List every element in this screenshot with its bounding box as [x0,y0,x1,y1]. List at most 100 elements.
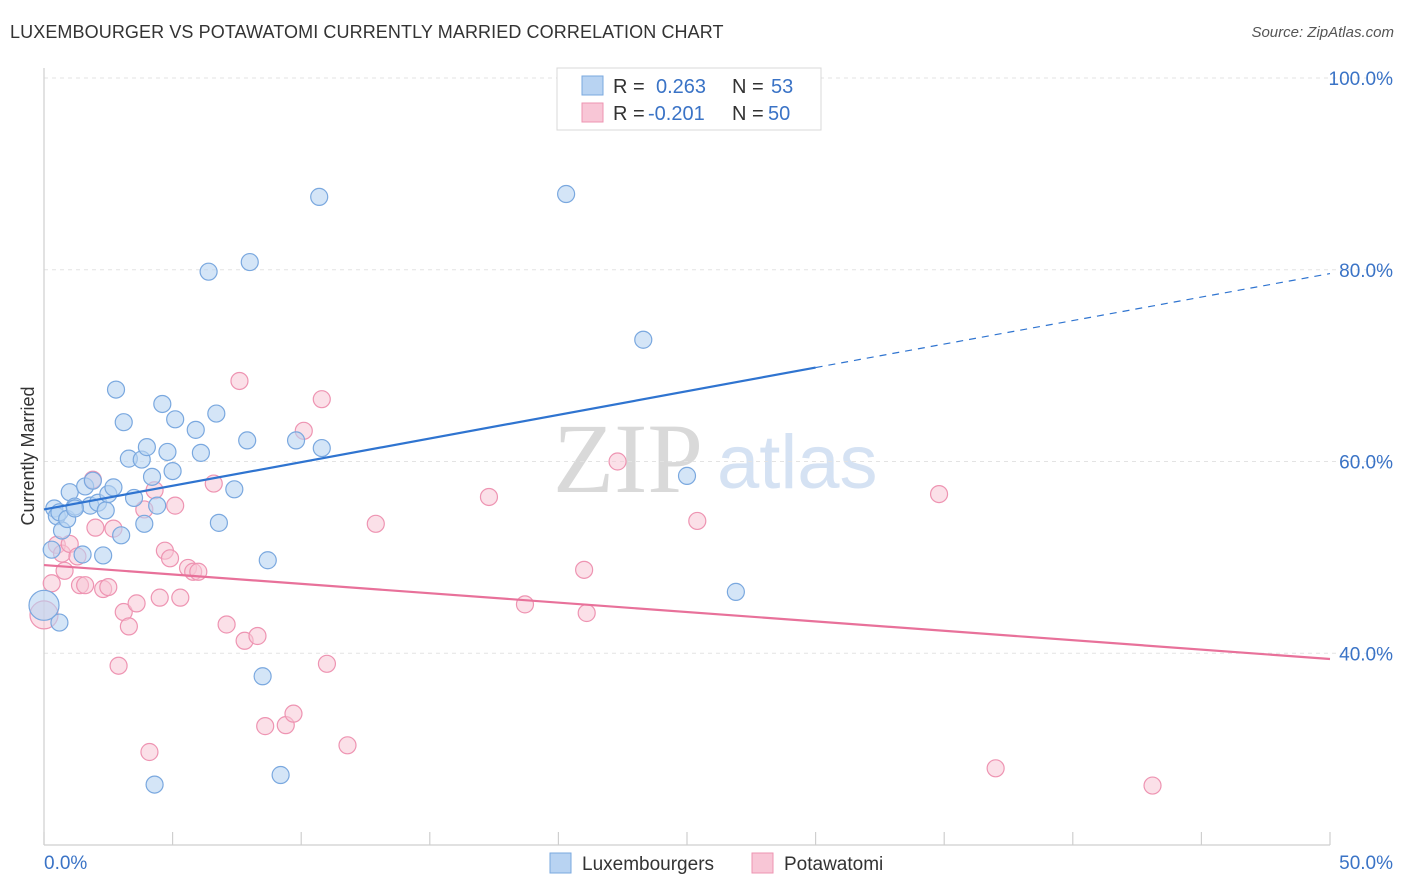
x-tick-label-max: 50.0% [1339,853,1393,874]
luxembourger-point [153,394,172,414]
potawatomi-point [99,577,118,597]
y-tick-label: 80.0% [1339,261,1393,282]
luxembourger-point [114,413,133,432]
source-label: Source: ZipAtlas.com [1251,24,1394,41]
luxembourger-point [557,184,576,204]
luxembourger-point [158,442,177,462]
luxembourger-point [225,480,244,499]
luxembourger-point [148,496,167,515]
x-ticks [43,832,1331,845]
luxembourger-point [677,466,697,485]
potawatomi-point [86,518,105,537]
luxembourger-point [145,775,164,794]
luxembourger-point [199,262,218,281]
potawatomi-point [109,656,128,675]
x-tick-label-min: 0.0% [44,853,87,874]
luxembourger-point [186,420,205,439]
potawatomi-point [1143,776,1162,795]
potawatomi-point [312,390,331,409]
luxembourger-point [207,404,226,423]
potawatomi-point [608,452,627,471]
potawatomi-point [338,736,357,755]
potawatomi-point [986,759,1005,778]
luxembourger-point [42,540,61,559]
stats-r-value-2: -0.201 [648,103,705,125]
potawatomi-point [217,615,236,634]
luxembourger-point [28,589,60,621]
potawatomi-point [119,617,138,636]
legend-label-potawatomi: Potawatomi [784,854,883,875]
stats-swatch-pink [581,102,604,123]
luxembourger-trend-line [43,366,816,511]
luxembourger-point [634,330,653,349]
y-tick-label: 60.0% [1339,453,1393,474]
luxembourger-point [96,501,115,520]
potawatomi-point [127,594,146,613]
potawatomi-point [688,511,707,531]
luxembourger-point [135,514,154,533]
luxembourger-trend-extension [815,272,1331,369]
luxembourger-point [312,438,331,458]
potawatomi-point [577,603,596,623]
stats-n-value-2: 50 [768,103,790,125]
luxembourger-point [137,438,156,457]
potawatomi-point [479,487,499,507]
potawatomi-point [248,626,267,646]
stats-n-value-1: 53 [771,76,793,98]
potawatomi-point [160,549,180,568]
potawatomi-point [366,514,385,533]
luxembourger-point [166,410,185,429]
stats-legend: R = 0.263 N = 53 R = -0.201 N = 50 [556,67,822,131]
legend-label-luxembourgers: Luxembourgers [582,854,714,875]
potawatomi-point [166,496,185,515]
potawatomi-point [317,654,337,673]
series-legend: Luxembourgers Potawatomi [549,852,883,875]
stats-r-value-1: 0.263 [656,76,706,98]
potawatomi-point [76,576,95,595]
watermark-zip: ZIP [553,403,703,514]
luxembourger-point [209,513,228,532]
potawatomi-point [150,588,169,607]
y-tick-label: 40.0% [1339,644,1393,665]
luxembourger-points [28,184,745,794]
luxembourger-point [238,431,257,450]
luxembourger-point [83,471,102,490]
luxembourger-point [286,431,306,450]
luxembourger-point [106,380,126,399]
stats-r-label-2: R = [613,103,645,125]
trend-lines [43,272,1331,661]
potawatomi-point [929,484,949,504]
stats-n-label-1: N = [732,76,764,98]
potawatomi-point [515,595,535,614]
gridlines [44,77,1393,654]
luxembourger-point [258,551,277,570]
luxembourger-point [142,467,162,486]
luxembourger-point [94,546,113,565]
luxembourger-point [163,461,182,481]
y-axis-title: Currently Married [18,386,38,525]
chart-title: LUXEMBOURGER VS POTAWATOMI CURRENTLY MAR… [10,22,724,42]
luxembourger-point [726,582,745,601]
luxembourger-point [253,667,272,686]
luxembourger-point [50,613,69,632]
watermark-atlas: atlas [717,420,878,505]
luxembourger-point [310,187,329,206]
potawatomi-point [575,560,594,579]
potawatomi-point [42,574,61,593]
potawatomi-point [140,742,159,762]
y-tick-label: 100.0% [1329,69,1394,90]
potawatomi-point [230,371,249,391]
legend-swatch-luxembourgers [549,852,572,874]
potawatomi-trend-line [43,563,1331,661]
stats-n-label-2: N = [732,103,764,125]
potawatomi-point [284,704,303,723]
luxembourger-point [240,252,259,272]
potawatomi-point [256,717,275,736]
stats-r-label-1: R = [613,76,645,98]
y-tick-labels: 100.0% 80.0% 60.0% 40.0% [1329,69,1394,665]
potawatomi-point [171,588,190,607]
potawatomi-point [55,561,74,580]
luxembourger-point [191,443,210,462]
luxembourger-point [73,545,92,564]
